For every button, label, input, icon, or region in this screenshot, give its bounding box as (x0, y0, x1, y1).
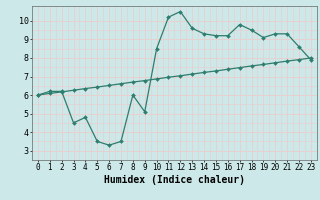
X-axis label: Humidex (Indice chaleur): Humidex (Indice chaleur) (104, 175, 245, 185)
